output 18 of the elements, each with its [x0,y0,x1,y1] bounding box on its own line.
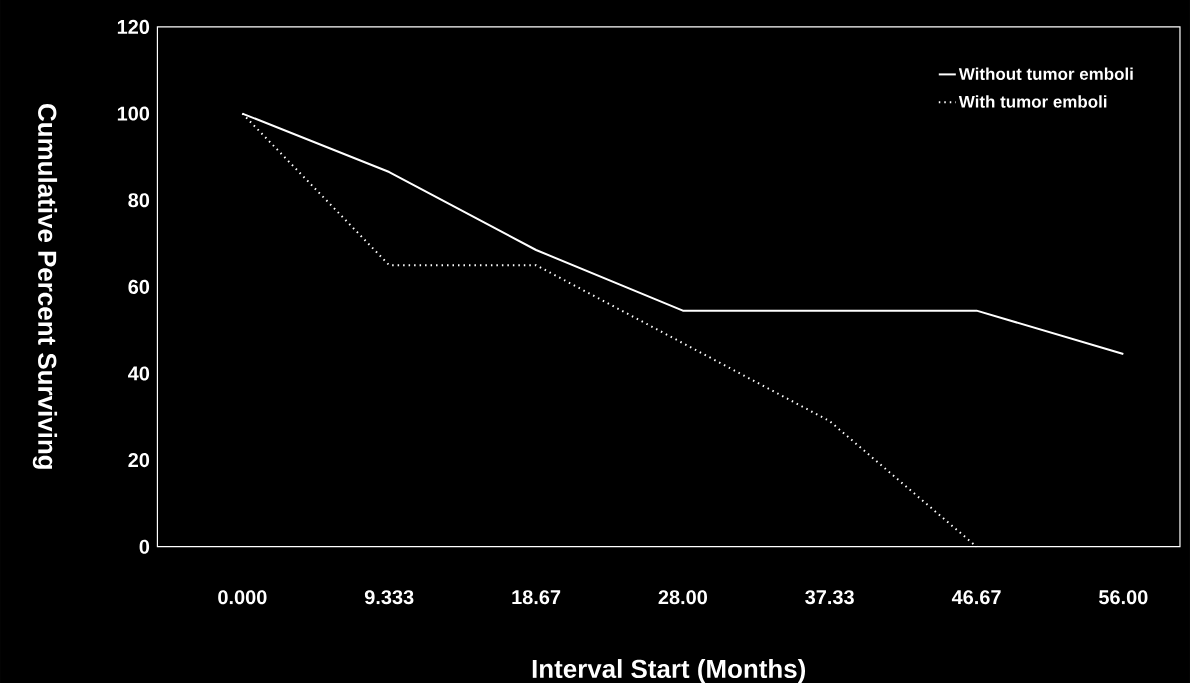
x-tick-label: 9.333 [364,589,414,605]
x-tick-label: 37.33 [805,589,854,605]
y-tick-label: 120 [117,19,150,34]
legend-label: Without tumor emboli [958,67,1133,80]
x-tick-label: 28.00 [658,589,707,605]
x-tick-label: 18.67 [512,589,561,605]
y-axis-title: Cumulative Percent Surviving [32,103,58,469]
y-tick-label: 20 [128,452,150,467]
y-tick-label: 40 [128,366,150,381]
y-tick-label: 60 [128,279,150,294]
x-axis-title: Interval Start (Months) [532,658,806,683]
x-tick-label: 0.000 [218,589,267,605]
y-tick-label: 80 [128,192,150,208]
y-tick-label: 100 [117,106,150,121]
y-tick-label: 0 [139,539,150,554]
x-tick-label: 56.00 [1098,589,1148,605]
legend-label: With tumor emboli [958,95,1107,108]
x-tick-label: 46.67 [951,589,1001,605]
